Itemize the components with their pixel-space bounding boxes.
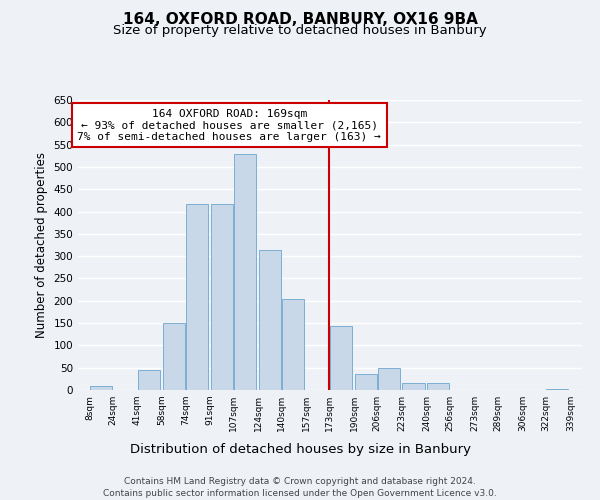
Text: Size of property relative to detached houses in Banbury: Size of property relative to detached ho…: [113, 24, 487, 37]
Bar: [138, 370, 160, 390]
Text: Contains HM Land Registry data © Crown copyright and database right 2024.: Contains HM Land Registry data © Crown c…: [124, 478, 476, 486]
Bar: [186, 204, 208, 390]
Bar: [234, 154, 256, 390]
Text: Contains public sector information licensed under the Open Government Licence v3: Contains public sector information licen…: [103, 489, 497, 498]
Bar: [90, 386, 112, 390]
Bar: [403, 384, 425, 390]
Bar: [427, 384, 449, 390]
Bar: [259, 250, 281, 390]
Text: 164 OXFORD ROAD: 169sqm
← 93% of detached houses are smaller (2,165)
7% of semi-: 164 OXFORD ROAD: 169sqm ← 93% of detache…: [77, 108, 381, 142]
Bar: [546, 389, 568, 390]
Y-axis label: Number of detached properties: Number of detached properties: [35, 152, 48, 338]
Bar: [355, 374, 377, 390]
Text: 164, OXFORD ROAD, BANBURY, OX16 9BA: 164, OXFORD ROAD, BANBURY, OX16 9BA: [122, 12, 478, 28]
Bar: [330, 326, 352, 390]
Bar: [163, 323, 185, 390]
Bar: [378, 368, 400, 390]
Bar: [211, 204, 233, 390]
Bar: [282, 298, 304, 390]
Text: Distribution of detached houses by size in Banbury: Distribution of detached houses by size …: [130, 442, 470, 456]
